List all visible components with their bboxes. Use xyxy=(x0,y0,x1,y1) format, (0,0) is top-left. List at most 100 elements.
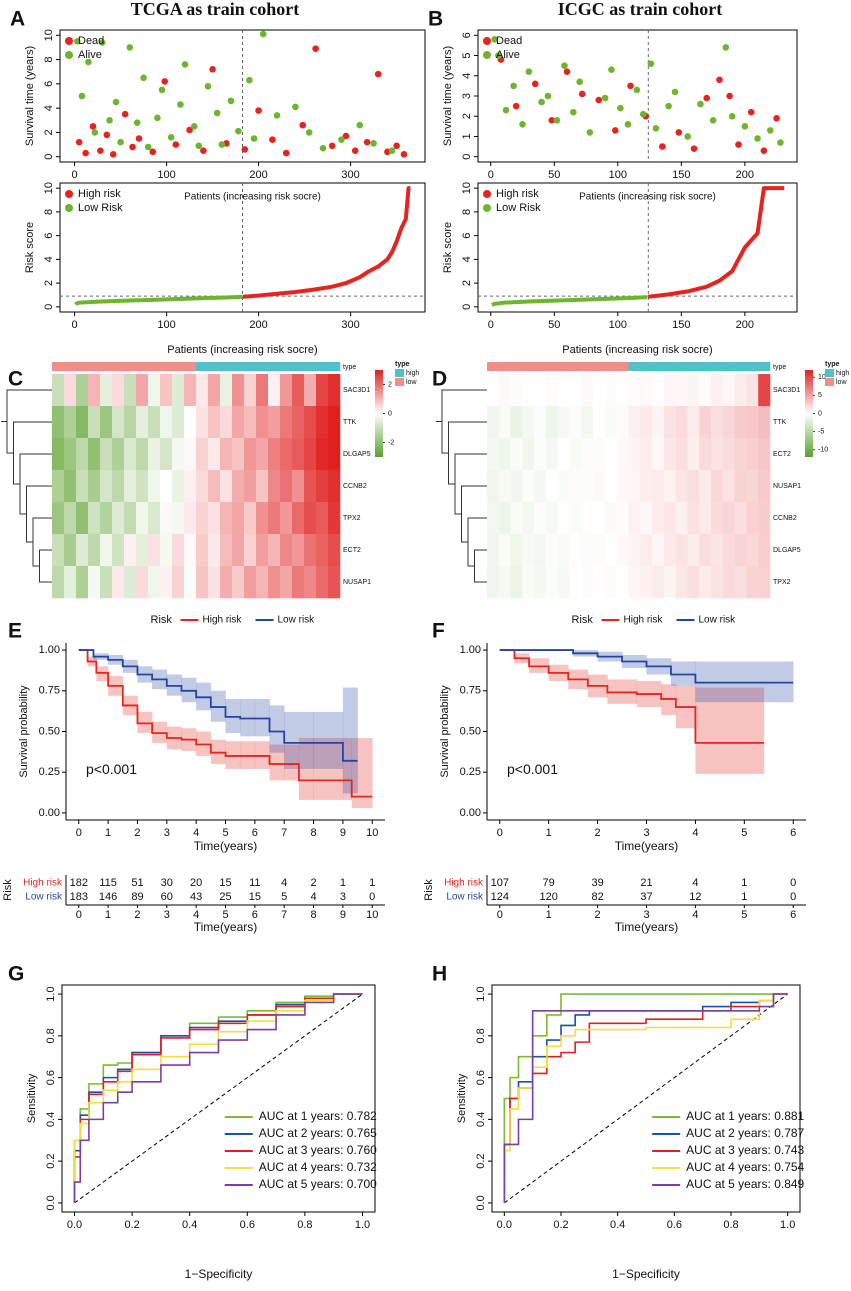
point xyxy=(305,129,313,136)
point xyxy=(328,142,336,150)
x-tick-label: 200 xyxy=(249,169,267,181)
point xyxy=(633,86,641,94)
point xyxy=(363,138,371,146)
point xyxy=(576,78,583,86)
heat-cell xyxy=(88,406,101,439)
heat-cell xyxy=(734,406,747,439)
table-cell: 1 xyxy=(369,877,375,889)
heat-cell xyxy=(160,566,173,599)
table-tick-label: 1 xyxy=(105,909,111,921)
annotation-cell xyxy=(711,362,724,371)
table-cell: 0 xyxy=(790,891,796,903)
roc-curve xyxy=(73,993,363,1203)
heat-cell xyxy=(136,566,149,599)
heat-cell xyxy=(557,438,570,471)
x-tick-label: 5 xyxy=(222,827,228,839)
colorbar-label: 10 xyxy=(818,374,826,381)
roc-curve xyxy=(503,993,788,1203)
heat-cell xyxy=(498,406,511,439)
table-row-label: Low risk xyxy=(25,892,63,903)
heat-cell xyxy=(256,534,269,567)
heat-cell xyxy=(628,502,641,535)
reference-line xyxy=(504,993,788,1204)
heat-cell xyxy=(487,470,500,503)
heat-cell xyxy=(268,502,281,535)
heat-cell xyxy=(148,438,161,471)
annotation-cell xyxy=(498,362,511,371)
legend-label: High risk xyxy=(78,188,121,200)
row-label: DLGAP5 xyxy=(773,547,801,554)
annotation-cell xyxy=(545,362,559,371)
y-tick-label: 0.00 xyxy=(460,807,481,819)
table-cell: 5 xyxy=(281,891,287,903)
heat-cell xyxy=(699,534,712,567)
table-cell: 79 xyxy=(543,877,555,889)
heat-cell xyxy=(172,438,185,471)
heat-cell xyxy=(280,566,293,599)
annotation-cell xyxy=(52,362,65,371)
point xyxy=(561,62,568,69)
point xyxy=(563,68,571,76)
y-axis-title: Survival time (years) xyxy=(24,46,36,146)
heat-cell xyxy=(64,566,77,599)
heat-cell xyxy=(734,438,747,471)
annotation-cell xyxy=(604,362,618,371)
row-label: ECT2 xyxy=(343,547,361,554)
point xyxy=(675,129,683,136)
heat-cell xyxy=(268,534,281,567)
heat-cell xyxy=(172,566,185,599)
x-tick-label: 4 xyxy=(193,827,199,839)
heat-cell xyxy=(557,502,570,535)
heat-cell xyxy=(534,470,547,503)
heat-cell xyxy=(722,438,735,471)
point xyxy=(671,88,679,96)
heat-cell xyxy=(88,502,101,535)
heat-cell xyxy=(64,470,77,503)
point xyxy=(393,142,400,150)
heat-cell xyxy=(76,374,89,407)
heat-cell xyxy=(76,438,89,471)
point xyxy=(548,116,556,124)
heat-cell xyxy=(746,534,759,567)
legend-marker xyxy=(65,37,73,45)
heat-cell xyxy=(569,406,582,439)
x-tick-label: 4 xyxy=(692,827,698,839)
point xyxy=(652,125,660,132)
table-row-label: Low risk xyxy=(446,892,484,903)
heat-cell xyxy=(711,470,724,503)
x-tick-label: 100 xyxy=(157,169,175,181)
annotation-cell xyxy=(244,362,257,371)
heat-cell xyxy=(148,470,161,503)
heat-cell xyxy=(220,502,233,535)
table-cell: 15 xyxy=(219,877,231,889)
inset-label: Patients (increasing risk socre) xyxy=(579,192,716,203)
heat-cell xyxy=(557,470,570,503)
annotation-cell xyxy=(256,362,269,371)
dendrogram xyxy=(454,453,487,515)
heat-cell xyxy=(522,566,535,599)
heat-cell xyxy=(746,406,759,439)
heat-cell xyxy=(148,566,161,599)
heat-cell xyxy=(758,406,771,439)
y-tick-label: 0.75 xyxy=(39,685,60,697)
x-tick-label: 10 xyxy=(366,827,378,839)
y-tick-label: 2 xyxy=(43,280,55,286)
heat-cell xyxy=(663,438,676,471)
x-tick-label: 0.6 xyxy=(667,1219,682,1231)
heat-cell xyxy=(136,374,149,407)
x-tick-label: 300 xyxy=(341,319,359,331)
heat-cell xyxy=(687,534,700,567)
heat-cell xyxy=(76,534,89,567)
point xyxy=(690,145,698,152)
dendrogram xyxy=(474,549,487,583)
annotation-cell xyxy=(232,362,245,371)
heat-cell xyxy=(244,470,257,503)
heat-cell xyxy=(593,566,606,599)
table-title: Risk xyxy=(423,879,435,901)
heat-cell xyxy=(581,470,594,503)
heat-cell xyxy=(663,374,676,407)
annotation-cell xyxy=(280,362,293,371)
point xyxy=(570,108,577,116)
